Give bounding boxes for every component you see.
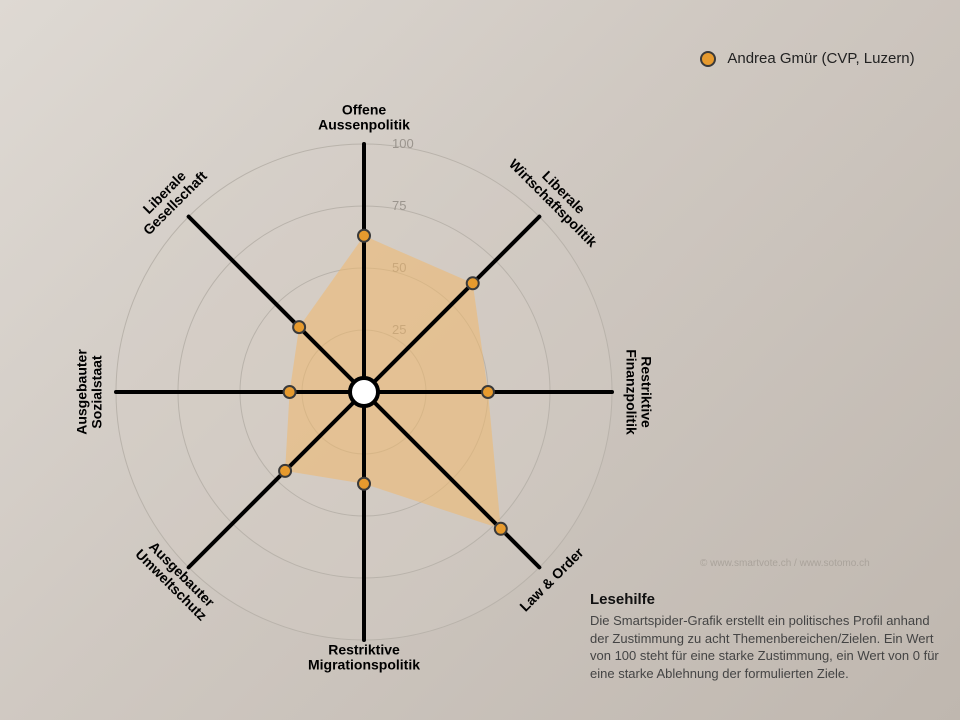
legend-label: Andrea Gmür (CVP, Luzern) (727, 50, 914, 67)
marker-liberale_gesellschaft (293, 321, 305, 333)
axis-label-restriktive_finanzpolitik: RestriktiveFinanzpolitik (624, 349, 655, 435)
marker-law_order (495, 523, 507, 535)
help-body: Die Smartspider-Grafik erstellt ein poli… (590, 612, 940, 682)
credit-text: © www.smartvote.ch / www.sotomo.ch (700, 558, 870, 569)
svg-text:Sozialstaat: Sozialstaat (89, 355, 105, 428)
legend: Andrea Gmür (CVP, Luzern) (700, 50, 915, 67)
svg-text:Finanzpolitik: Finanzpolitik (624, 349, 640, 435)
marker-restriktive_migration (358, 478, 370, 490)
help-box: Lesehilfe Die Smartspider-Grafik erstell… (590, 590, 940, 682)
svg-text:Offene: Offene (342, 102, 387, 118)
svg-text:Restriktive: Restriktive (328, 642, 400, 658)
ring-label-75: 75 (392, 198, 406, 213)
legend-marker (700, 51, 716, 67)
marker-ausgebauter_sozialstaat (284, 386, 296, 398)
hub (350, 378, 378, 406)
axis-label-offene_aussenpolitik: OffeneAussenpolitik (318, 102, 410, 133)
ring-label-100: 100 (392, 136, 414, 151)
marker-liberale_wirtschaftspolitik (467, 277, 479, 289)
marker-restriktive_finanzpolitik (482, 386, 494, 398)
axis-label-restriktive_migration: RestriktiveMigrationspolitik (308, 642, 420, 673)
help-title: Lesehilfe (590, 590, 940, 610)
marker-ausgebauter_umweltschutz (279, 465, 291, 477)
axis-label-ausgebauter_sozialstaat: AusgebauterSozialstaat (74, 349, 105, 435)
svg-text:Aussenpolitik: Aussenpolitik (318, 117, 410, 133)
svg-text:Migrationspolitik: Migrationspolitik (308, 657, 420, 673)
marker-offene_aussenpolitik (358, 230, 370, 242)
svg-text:Restriktive: Restriktive (639, 356, 655, 428)
svg-text:Ausgebauter: Ausgebauter (74, 349, 90, 435)
